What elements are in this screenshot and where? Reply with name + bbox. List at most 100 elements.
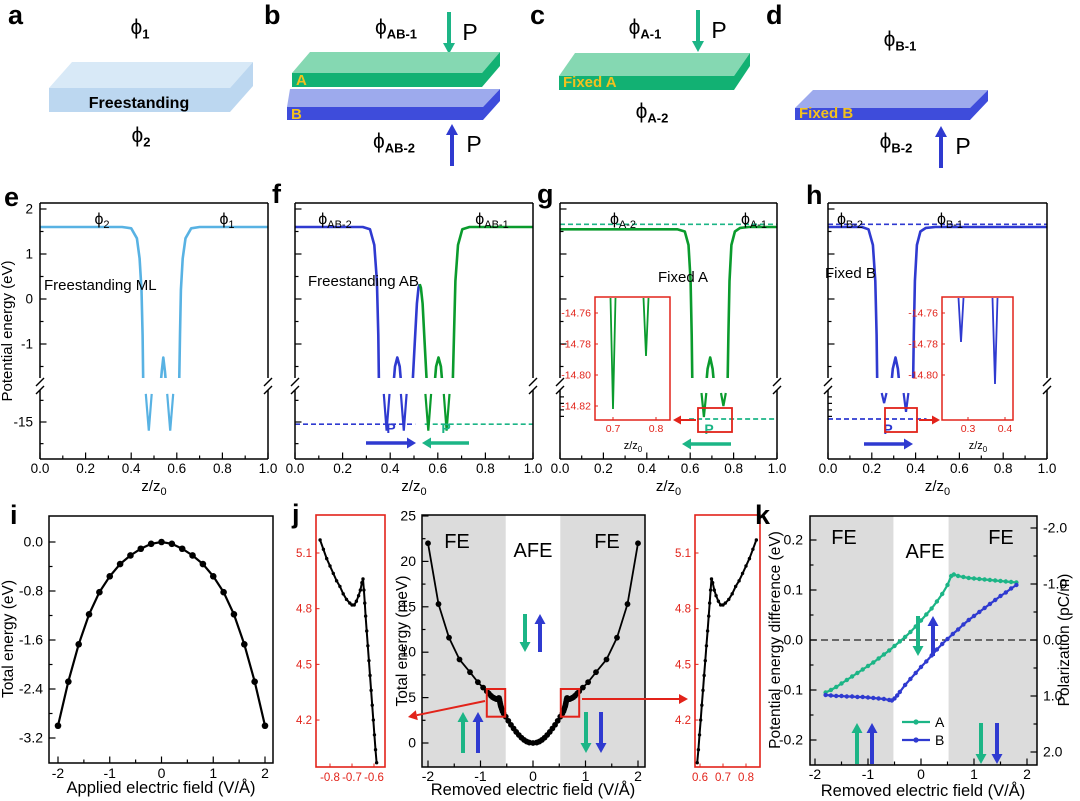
svg-text:0.6: 0.6 <box>950 461 969 476</box>
svg-text:-0.7: -0.7 <box>342 772 362 784</box>
svg-text:-0.8: -0.8 <box>19 583 43 599</box>
svg-text:ϕ1: ϕ1 <box>131 16 150 42</box>
svg-text:0.3: 0.3 <box>961 423 976 435</box>
panel-g: 0.0 0.2 0.4 0.6 0.8 1.0 ϕA-2 ϕA-1 Fixed A z/z0 P -1… <box>551 202 787 498</box>
svg-text:Total energy (eV): Total energy (eV) <box>0 580 17 698</box>
svg-text:0.2: 0.2 <box>333 461 352 476</box>
svg-text:0.2: 0.2 <box>784 532 804 548</box>
svg-text:-14.78: -14.78 <box>908 339 938 351</box>
svg-text:-0.8: -0.8 <box>320 772 340 784</box>
svg-text:5.1: 5.1 <box>296 548 312 560</box>
svg-text:Potential energy difference (e: Potential energy difference (eV) <box>767 531 784 749</box>
panel-label-h: h <box>806 180 823 210</box>
svg-text:1: 1 <box>970 766 978 782</box>
svg-text:10: 10 <box>400 644 416 660</box>
svg-text:-14.82: -14.82 <box>561 401 591 413</box>
svg-text:0.6: 0.6 <box>167 461 186 476</box>
svg-text:P: P <box>386 420 395 436</box>
svg-text:2: 2 <box>1023 766 1031 782</box>
svg-text:z/z0: z/z0 <box>969 440 988 454</box>
panel-i-plot: -2 -1 0 1 2 0.0 -0.8 -1.6 -2.4 -3.2 Total energy (… <box>0 515 274 797</box>
svg-text:ϕ1: ϕ1 <box>219 211 234 231</box>
svg-text:0: 0 <box>408 735 416 751</box>
svg-text:P: P <box>883 421 892 437</box>
svg-text:P: P <box>955 133 970 159</box>
svg-text:FE: FE <box>831 527 857 549</box>
svg-text:4.5: 4.5 <box>675 659 691 671</box>
svg-text:2: 2 <box>634 768 642 784</box>
panel-label-j: j <box>292 499 300 529</box>
svg-text:0.2: 0.2 <box>76 461 95 476</box>
svg-text:0.7: 0.7 <box>606 423 621 435</box>
svg-text:Fixed B: Fixed B <box>799 105 853 122</box>
svg-text:-0.6: -0.6 <box>364 772 384 784</box>
svg-text:1.0: 1.0 <box>1038 461 1057 476</box>
panel-label-i: i <box>10 500 18 530</box>
panel-e-plot: 0.0 0.2 0.4 0.6 0.8 1.0 2 1 0 -1 -15 Potential ener… <box>0 202 277 498</box>
panel-j_right_inset: 5.1 4.8 4.5 4.2 0.6 0.7 0.8 <box>675 514 761 784</box>
svg-text:2: 2 <box>261 765 269 781</box>
svg-text:0.6: 0.6 <box>428 461 447 476</box>
panel-label-f: f <box>272 179 281 209</box>
panel-j_left_inset: 5.1 4.8 4.5 4.2 -0.8 -0.7 -0.6 <box>296 514 386 784</box>
svg-text:AFE: AFE <box>906 541 945 563</box>
svg-text:Freestanding AB: Freestanding AB <box>308 273 419 290</box>
svg-text:FE: FE <box>444 531 470 553</box>
svg-text:-2: -2 <box>52 765 65 781</box>
svg-text:Polarization (pC/m): Polarization (pC/m) <box>1056 574 1073 707</box>
svg-text:4.8: 4.8 <box>675 604 691 616</box>
panel-label-c: c <box>530 0 546 30</box>
svg-text:-2.4: -2.4 <box>19 681 43 697</box>
svg-text:-14.80: -14.80 <box>561 370 591 382</box>
svg-text:B: B <box>291 106 302 123</box>
svg-text:0: 0 <box>917 766 925 782</box>
svg-text:0.0: 0.0 <box>819 461 838 476</box>
svg-text:0: 0 <box>529 768 537 784</box>
svg-text:25: 25 <box>400 508 416 524</box>
svg-text:20: 20 <box>400 553 416 569</box>
svg-text:z/z0: z/z0 <box>141 478 166 498</box>
svg-text:1.0: 1.0 <box>768 461 787 476</box>
svg-text:0.8: 0.8 <box>994 461 1013 476</box>
svg-text:P: P <box>462 19 477 45</box>
svg-text:FE: FE <box>594 531 620 553</box>
svg-text:FE: FE <box>988 527 1014 549</box>
svg-text:0.8: 0.8 <box>213 461 232 476</box>
svg-text:Removed electric field (V/Å): Removed electric field (V/Å) <box>821 781 1026 800</box>
svg-text:ϕ2: ϕ2 <box>132 124 151 150</box>
panel-h-plot: 0.0 0.2 0.4 0.6 0.8 1.0 ϕB-2 ϕB-1 Fixed B z/z0 P -1… <box>819 202 1057 498</box>
svg-text:ϕAB-2: ϕAB-2 <box>373 130 415 156</box>
svg-text:-2: -2 <box>809 766 822 782</box>
svg-text:2.0: 2.0 <box>1043 744 1063 760</box>
svg-text:ϕA-1: ϕA-1 <box>741 211 767 231</box>
svg-text:0.4: 0.4 <box>637 461 656 476</box>
svg-text:0: 0 <box>25 292 33 307</box>
svg-text:4.2: 4.2 <box>296 715 312 727</box>
svg-text:Potential energy (eV): Potential energy (eV) <box>0 261 16 402</box>
svg-text:z/z0: z/z0 <box>925 478 950 498</box>
svg-text:0: 0 <box>158 765 166 781</box>
panel-label-b: b <box>264 0 281 30</box>
svg-text:-0.1: -0.1 <box>779 682 803 698</box>
svg-text:0.4: 0.4 <box>381 461 400 476</box>
svg-text:-1.0: -1.0 <box>1043 576 1067 592</box>
svg-text:0.4: 0.4 <box>906 461 925 476</box>
svg-text:1.0: 1.0 <box>259 461 278 476</box>
svg-text:0.0: 0.0 <box>784 632 804 648</box>
svg-text:P: P <box>441 420 450 436</box>
svg-text:-2: -2 <box>422 768 435 784</box>
svg-text:Fixed A: Fixed A <box>658 269 708 286</box>
svg-text:ϕA-2: ϕA-2 <box>610 211 636 231</box>
svg-text:4.8: 4.8 <box>296 604 312 616</box>
svg-text:-1: -1 <box>21 337 33 352</box>
svg-text:4.5: 4.5 <box>296 659 312 671</box>
svg-text:15: 15 <box>400 598 416 614</box>
svg-text:1.0: 1.0 <box>524 461 543 476</box>
svg-text:ϕAB-1: ϕAB-1 <box>375 16 417 42</box>
svg-text:Freestanding ML: Freestanding ML <box>44 277 157 294</box>
svg-text:1: 1 <box>209 765 217 781</box>
svg-text:Fixed B: Fixed B <box>825 265 876 282</box>
svg-text:z/z0: z/z0 <box>401 478 426 498</box>
